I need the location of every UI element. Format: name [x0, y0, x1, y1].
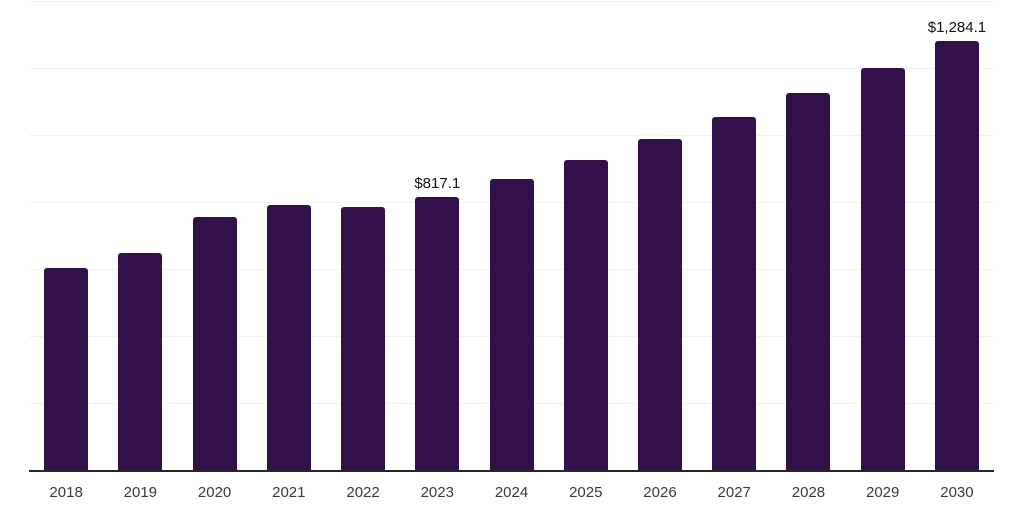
bar-2028	[786, 92, 831, 471]
bar-2020	[192, 217, 237, 471]
bar-slot	[549, 0, 623, 471]
bar-slot: $817.1	[400, 0, 474, 471]
bar-slot	[29, 0, 103, 471]
x-tick-label-2028: 2028	[791, 484, 826, 501]
bar-slot	[252, 0, 326, 471]
x-axis-tick-labels: 2018 2019 2020 2021 2022 2023 2024 2025 2026 2027…	[29, 484, 994, 502]
bar-2024	[489, 179, 534, 471]
bar-2018	[44, 267, 89, 471]
bar-slot	[474, 0, 548, 471]
bar-slot	[697, 0, 771, 471]
x-tick-label-2021: 2021	[272, 484, 306, 501]
bar-2027	[712, 116, 757, 471]
bar-2019	[118, 252, 163, 471]
x-tick-label-2020: 2020	[197, 484, 232, 501]
bar-slot	[771, 0, 845, 471]
x-tick-label-2022: 2022	[346, 484, 380, 501]
bar-slot: $1,284.1	[920, 0, 994, 471]
bar-2029	[860, 67, 905, 471]
bar-2026	[637, 138, 682, 471]
x-tick-label-2025: 2025	[569, 484, 603, 501]
x-axis-line	[29, 470, 994, 472]
x-tick-label-2019: 2019	[123, 484, 158, 501]
gridline	[29, 68, 994, 69]
bar-2025	[563, 159, 608, 471]
bar-slot	[103, 0, 177, 471]
bar-slot	[326, 0, 400, 471]
gridline	[29, 1, 994, 2]
x-tick-label-2030: 2030	[940, 484, 974, 501]
bars-container: $817.1 $1,284.1	[29, 0, 994, 471]
bar-2030	[934, 40, 979, 471]
bar-value-label: $817.1	[414, 175, 461, 193]
x-tick-label-2029: 2029	[866, 484, 900, 501]
x-tick-label-2024: 2024	[494, 484, 529, 501]
x-tick-label-2026: 2026	[643, 484, 677, 501]
bar-2022	[341, 207, 386, 471]
bar-slot	[846, 0, 920, 471]
gridline	[29, 135, 994, 136]
bar-2021	[266, 205, 311, 471]
bar-slot	[177, 0, 251, 471]
bar-2023	[415, 197, 460, 471]
x-tick-label-2018: 2018	[49, 484, 83, 501]
x-tick-label-2027: 2027	[717, 484, 751, 501]
bar-value-label: $1,284.1	[927, 18, 987, 36]
plot-area: $817.1 $1,284.1	[29, 0, 994, 471]
x-tick-label-2023: 2023	[420, 484, 454, 501]
bar-slot	[623, 0, 697, 471]
